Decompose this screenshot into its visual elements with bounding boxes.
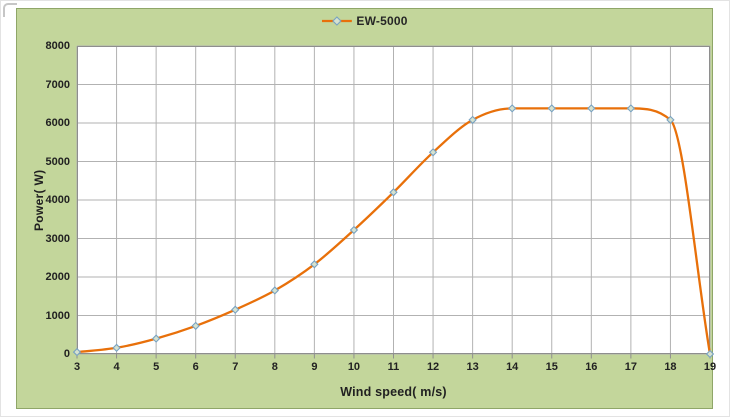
- y-tick-label: 7000: [45, 78, 70, 91]
- x-tick-label: 5: [153, 361, 160, 373]
- x-tick-label: 17: [624, 361, 637, 373]
- y-tick-label: 1000: [45, 309, 70, 322]
- data-point-marker: [270, 286, 279, 295]
- data-point-marker: [626, 104, 636, 113]
- y-tick-label: 8000: [45, 40, 70, 52]
- data-point-marker: [151, 334, 161, 343]
- data-point-marker: [231, 305, 240, 314]
- y-tick-label: 2000: [45, 271, 70, 283]
- legend-marker-icon: [321, 16, 352, 26]
- x-tick-label: 6: [192, 361, 199, 373]
- y-tick-label: 3000: [45, 232, 70, 245]
- data-point-marker: [389, 188, 398, 197]
- plot-area: [72, 45, 715, 359]
- x-tick-label: 14: [506, 361, 519, 373]
- data-point-marker: [349, 225, 359, 235]
- legend: EW-5000: [321, 13, 407, 29]
- x-tick-label: 13: [466, 361, 479, 373]
- data-point-marker: [508, 104, 517, 113]
- chart-area: EW-5000 Power( W) 0 1000 2000 3000 4000 5000 6…: [16, 8, 716, 409]
- x-tick-label: 9: [311, 361, 318, 373]
- x-tick-label: 10: [347, 361, 361, 373]
- data-point-marker: [705, 349, 715, 359]
- x-tick-label: 8: [271, 361, 278, 373]
- data-point-marker: [72, 347, 82, 357]
- data-point-marker: [587, 104, 596, 113]
- x-tick-label: 11: [387, 361, 400, 373]
- x-tick-label: 18: [664, 361, 677, 373]
- y-tick-label: 5000: [45, 155, 70, 168]
- y-tick-label: 4000: [45, 194, 70, 206]
- y-tick-label: 0: [63, 348, 70, 360]
- window-corner-decoration: [3, 3, 17, 17]
- data-point-marker: [310, 260, 319, 269]
- legend-series-label: EW-5000: [356, 14, 408, 28]
- x-tick-label: 7: [232, 361, 239, 373]
- x-tick-label: 4: [113, 361, 120, 373]
- x-tick-label: 15: [545, 361, 558, 373]
- y-tick-label: 6000: [45, 117, 70, 129]
- data-point-marker: [468, 115, 477, 125]
- x-tick-label: 12: [426, 361, 440, 373]
- data-point-marker: [547, 104, 556, 113]
- data-point-marker: [112, 343, 121, 353]
- plot-border: [77, 46, 710, 354]
- x-tick-label: 19: [703, 361, 717, 373]
- x-axis-title: Wind speed( m/s): [340, 385, 447, 399]
- x-tick-label: 3: [73, 361, 81, 373]
- data-point-marker: [428, 148, 438, 157]
- data-point-marker: [191, 321, 200, 331]
- x-tick-label: 16: [585, 361, 598, 373]
- data-point-marker: [666, 115, 675, 125]
- power-curve-plot: [72, 45, 715, 359]
